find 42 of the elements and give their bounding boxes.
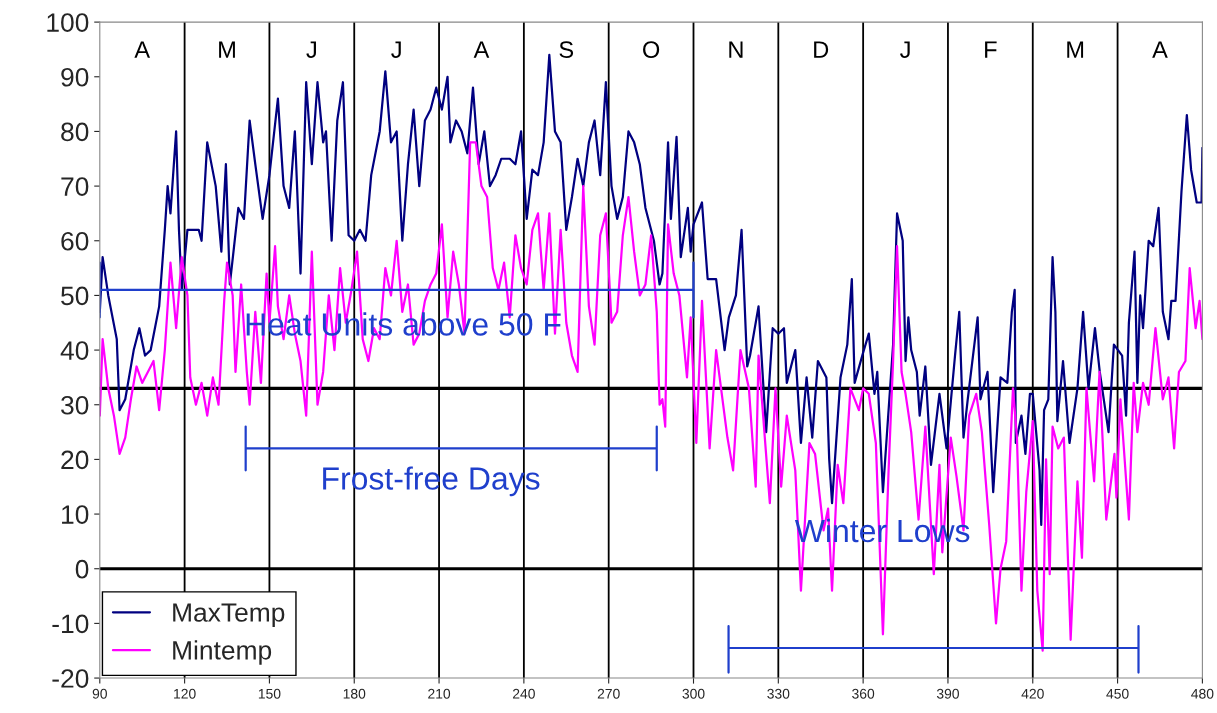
annotation: A xyxy=(473,41,490,58)
annotation: M xyxy=(219,41,235,58)
annotation: J xyxy=(391,41,401,58)
annotation: J xyxy=(900,41,910,58)
x-tick-label: 300 xyxy=(682,688,705,699)
x-tick-label: 450 xyxy=(1106,688,1129,699)
x-tick-label: 90 xyxy=(92,688,107,699)
annotation: D xyxy=(814,41,829,58)
x-tick-label: 330 xyxy=(767,688,790,699)
y-tick-label: 30 xyxy=(61,395,89,415)
x-tick-label: 150 xyxy=(258,688,281,699)
x-tick-label: 390 xyxy=(936,688,959,699)
y-tick-label: 60 xyxy=(61,231,89,251)
legend-label: MaxTemp xyxy=(173,603,285,628)
annotation: J xyxy=(306,41,316,58)
annotation: O xyxy=(643,41,660,58)
annotation: F xyxy=(985,41,997,58)
x-tick-label: 270 xyxy=(597,688,620,699)
y-tick-label: 10 xyxy=(62,505,89,524)
annotation: N xyxy=(729,41,743,58)
x-tick-label: 180 xyxy=(343,688,366,699)
y-tick-label: 50 xyxy=(61,286,89,306)
annotation: S xyxy=(559,41,574,58)
x-tick-label: 240 xyxy=(512,688,535,699)
annotation: A xyxy=(1152,41,1168,58)
y-tick-label: 100 xyxy=(47,13,89,32)
x-tick-label: 420 xyxy=(1021,688,1044,699)
y-tick-label: 40 xyxy=(60,341,89,360)
y-tick-label: -10 xyxy=(52,614,89,634)
annotation: M xyxy=(1067,41,1084,58)
y-tick-label: 80 xyxy=(61,122,89,142)
x-tick-label: 210 xyxy=(428,688,451,699)
x-tick-label: 480 xyxy=(1191,688,1214,699)
x-tick-label: 120 xyxy=(174,688,196,699)
y-tick-label: 20 xyxy=(61,450,89,470)
annotation: A xyxy=(134,41,151,58)
y-tick-label: -20 xyxy=(52,669,89,688)
y-tick-label: 70 xyxy=(61,177,89,196)
y-tick-label: 90 xyxy=(61,67,89,87)
x-tick-label: 360 xyxy=(852,688,875,699)
legend-label: Mintemp xyxy=(173,640,272,665)
y-tick-label: 0 xyxy=(75,559,89,579)
